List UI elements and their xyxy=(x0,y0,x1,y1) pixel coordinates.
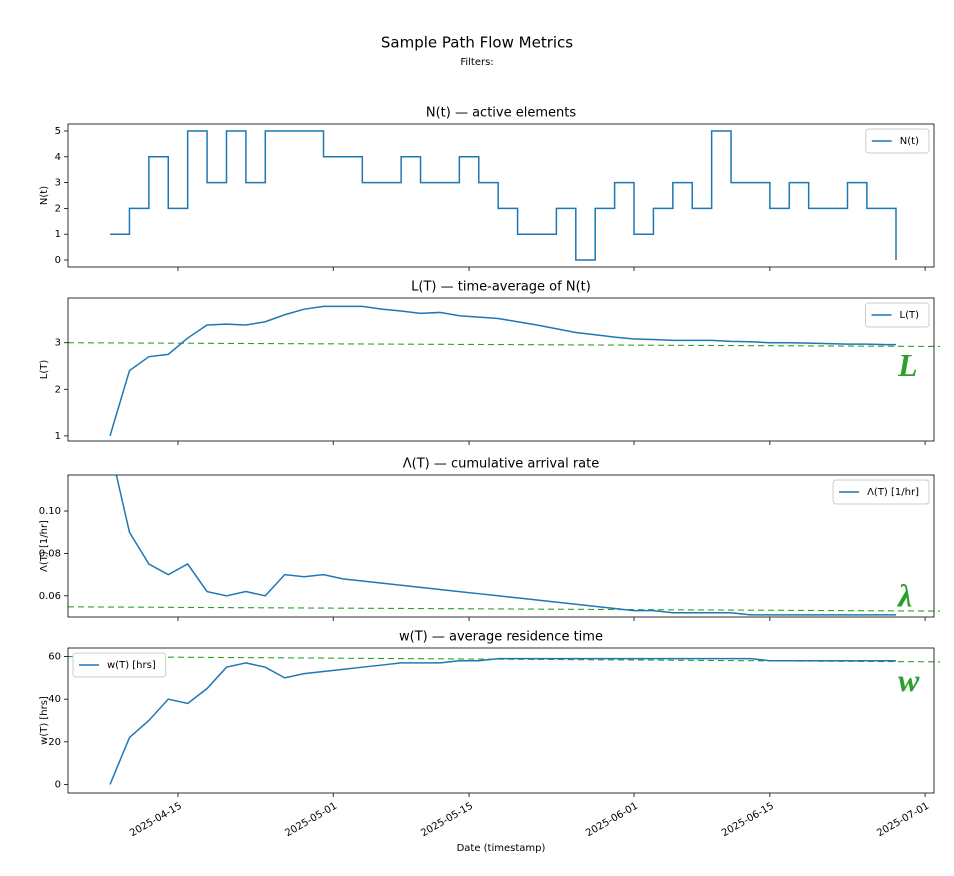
series-line xyxy=(109,657,896,785)
axes-frame xyxy=(67,474,935,618)
legend-label: N(t) xyxy=(900,136,919,147)
annotation: w xyxy=(898,662,920,698)
axes-frame xyxy=(67,297,935,442)
x-tick-label: 2025-07-01 xyxy=(875,801,931,840)
y-tick-label: 0.06 xyxy=(39,591,61,602)
series-line xyxy=(110,130,897,261)
y-tick-label: 0 xyxy=(55,255,61,266)
x-tick-label: 2025-06-15 xyxy=(720,801,776,840)
legend-box xyxy=(832,479,930,505)
legend-box xyxy=(865,128,930,154)
axes-frame xyxy=(67,123,935,268)
annotation: L xyxy=(897,347,918,383)
panel-title: Λ(T) — cumulative arrival rate xyxy=(403,457,600,472)
y-tick-label: 5 xyxy=(55,126,61,137)
y-tick-label: 20 xyxy=(48,737,61,748)
y-axis-label: L(T) xyxy=(39,360,50,380)
panel-title: L(T) — time-average of N(t) xyxy=(411,280,591,295)
x-tick-label: 2025-06-01 xyxy=(584,801,640,840)
series-line xyxy=(109,305,896,437)
y-tick-label: 0 xyxy=(55,779,61,790)
legend: N(t) xyxy=(865,128,930,154)
annotation: λ xyxy=(896,577,912,613)
y-axis-label: N(t) xyxy=(39,186,50,205)
y-tick-label: 60 xyxy=(48,652,61,663)
y-tick-label: 3 xyxy=(55,338,61,349)
x-tick-label: 2025-05-01 xyxy=(283,801,339,840)
axes-frame xyxy=(67,647,935,794)
x-tick-label: 2025-04-15 xyxy=(128,801,184,840)
series-line xyxy=(115,475,896,616)
y-tick-label: 4 xyxy=(55,152,61,163)
legend-box xyxy=(72,652,167,678)
legend-label: w(T) [hrs] xyxy=(107,660,156,671)
y-tick-label: 0.10 xyxy=(39,506,61,517)
y-axis-label: Λ(T) [1/hr] xyxy=(39,520,50,572)
y-tick-label: 2 xyxy=(55,384,61,395)
legend: w(T) [hrs] xyxy=(72,652,167,678)
y-axis-label: w(T) [hrs] xyxy=(39,696,50,745)
x-axis-label: Date (timestamp) xyxy=(457,843,546,854)
y-tick-label: 3 xyxy=(55,178,61,189)
chart-title: Sample Path Flow Metrics xyxy=(381,34,573,52)
y-tick-label: 2 xyxy=(55,203,61,214)
legend-label: L(T) xyxy=(900,310,920,321)
reference-line xyxy=(67,606,941,612)
legend-label: Λ(T) [1/hr] xyxy=(867,487,919,498)
legend: Λ(T) [1/hr] xyxy=(832,479,930,505)
chart-subtitle: Filters: xyxy=(460,57,493,68)
reference-line xyxy=(67,342,941,348)
y-tick-label: 1 xyxy=(55,229,61,240)
y-tick-label: 0.08 xyxy=(39,548,61,559)
y-tick-label: 40 xyxy=(48,694,61,705)
y-tick-label: 1 xyxy=(55,431,61,442)
panel-title: w(T) — average residence time xyxy=(399,630,603,645)
x-tick-label: 2025-05-15 xyxy=(419,801,475,840)
panel-title: N(t) — active elements xyxy=(426,106,576,121)
reference-line xyxy=(67,655,941,663)
legend: L(T) xyxy=(865,302,930,328)
legend-box xyxy=(865,302,930,328)
